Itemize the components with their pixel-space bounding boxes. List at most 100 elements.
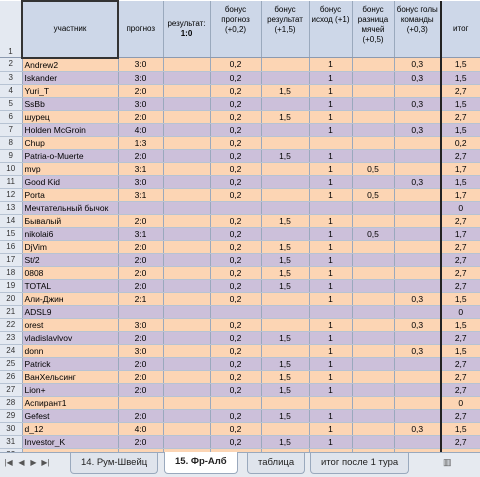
cell-bonus-diff[interactable] — [352, 266, 395, 280]
cell-bonus-prognoz[interactable] — [210, 201, 262, 215]
cell-name[interactable]: nikolai6 — [22, 227, 119, 241]
cell-total[interactable]: 2,7 — [440, 214, 480, 228]
cell-name[interactable]: ВанХельсинг — [22, 370, 119, 384]
cell-bonus-goals[interactable] — [394, 357, 442, 371]
cell-name[interactable]: ADSL9 — [22, 305, 119, 319]
header-bonus-result[interactable]: бонус результат (+1,5) — [261, 1, 310, 58]
cell-bonus-diff[interactable] — [352, 305, 395, 319]
cell-result[interactable] — [163, 344, 211, 358]
cell-name[interactable]: Lion+ — [22, 383, 119, 397]
cell-prognoz[interactable]: 3:0 — [118, 71, 164, 85]
cell-bonus-diff[interactable] — [352, 57, 395, 72]
cell-bonus-result[interactable] — [261, 71, 310, 85]
cell-bonus-goals[interactable] — [394, 396, 442, 410]
cell-bonus-result[interactable] — [261, 201, 310, 215]
row-number[interactable]: 21 — [0, 305, 23, 319]
cell-bonus-ishod[interactable]: 1 — [309, 227, 353, 241]
cell-bonus-result[interactable] — [261, 227, 310, 241]
cell-bonus-prognoz[interactable]: 0,2 — [210, 71, 262, 85]
cell-bonus-result[interactable]: 1,5 — [261, 240, 310, 254]
cell-name[interactable]: Investor_K — [22, 435, 119, 449]
cell-name[interactable]: orest — [22, 318, 119, 332]
cell-bonus-prognoz[interactable] — [210, 396, 262, 410]
cell-prognoz[interactable]: 2:0 — [118, 357, 164, 371]
cell-bonus-ishod[interactable]: 1 — [309, 370, 353, 384]
cell-bonus-ishod[interactable]: 1 — [309, 97, 353, 111]
cell-prognoz[interactable]: 2:0 — [118, 253, 164, 267]
cell-bonus-diff[interactable] — [352, 240, 395, 254]
cell-bonus-result[interactable] — [261, 396, 310, 410]
header-row[interactable]: 1 участник прогноз результат: 1:0 бонус … — [0, 0, 480, 59]
cell-prognoz[interactable]: 3:1 — [118, 188, 164, 202]
cell-bonus-diff[interactable] — [352, 357, 395, 371]
cell-result[interactable] — [163, 175, 211, 189]
cell-result[interactable] — [163, 227, 211, 241]
cell-name[interactable]: DjVim — [22, 240, 119, 254]
row-number[interactable]: 7 — [0, 123, 23, 137]
row-number[interactable]: 29 — [0, 409, 23, 423]
cell-bonus-prognoz[interactable]: 0,2 — [210, 123, 262, 137]
header-bonus-prognoz[interactable]: бонус прогноз (+0,2) — [210, 1, 262, 58]
cell-bonus-goals[interactable]: 0,3 — [394, 71, 442, 85]
cell-bonus-diff[interactable]: 0,5 — [352, 227, 395, 241]
cell-result[interactable] — [163, 201, 211, 215]
cell-prognoz[interactable]: 3:0 — [118, 97, 164, 111]
cell-bonus-ishod[interactable]: 1 — [309, 57, 353, 72]
table-row[interactable]: 12 Porta 3:1 0,2 1 0,5 1,7 — [0, 188, 480, 202]
row-number[interactable]: 16 — [0, 240, 23, 254]
cell-bonus-goals[interactable] — [394, 331, 442, 345]
cell-total[interactable]: 2,7 — [440, 240, 480, 254]
cell-total[interactable]: 2,7 — [440, 84, 480, 98]
cell-bonus-result[interactable]: 1,5 — [261, 253, 310, 267]
cell-bonus-diff[interactable] — [352, 110, 395, 124]
row-number[interactable]: 20 — [0, 292, 23, 306]
cell-bonus-goals[interactable]: 0,3 — [394, 175, 442, 189]
spreadsheet-grid[interactable]: 1 участник прогноз результат: 1:0 бонус … — [0, 0, 480, 452]
row-number[interactable]: 3 — [0, 71, 23, 85]
cell-result[interactable] — [163, 57, 211, 72]
cell-bonus-goals[interactable] — [394, 305, 442, 319]
cell-prognoz[interactable]: 2:0 — [118, 110, 164, 124]
cell-bonus-result[interactable] — [261, 175, 310, 189]
cell-bonus-prognoz[interactable]: 0,2 — [210, 383, 262, 397]
table-row[interactable]: 8 Chup 1:3 0,2 0,2 — [0, 136, 480, 150]
cell-name[interactable]: vladislavlvov — [22, 331, 119, 345]
cell-total[interactable]: 2,7 — [440, 331, 480, 345]
cell-total[interactable]: 1,5 — [440, 422, 480, 436]
last-sheet-icon[interactable]: ▶| — [41, 458, 50, 467]
cell-bonus-ishod[interactable] — [309, 305, 353, 319]
cell-result[interactable] — [163, 435, 211, 449]
cell-total[interactable]: 1,5 — [440, 97, 480, 111]
cell-bonus-diff[interactable] — [352, 175, 395, 189]
cell-bonus-result[interactable] — [261, 136, 310, 150]
cell-result[interactable] — [163, 136, 211, 150]
table-row[interactable]: 16 DjVim 2:0 0,2 1,5 1 2,7 — [0, 240, 480, 254]
table-row[interactable]: 7 Holden McGroin 4:0 0,2 1 0,3 1,5 — [0, 123, 480, 137]
table-row[interactable]: 3 Iskander 3:0 0,2 1 0,3 1,5 — [0, 71, 480, 85]
cell-bonus-diff[interactable] — [352, 396, 395, 410]
cell-total[interactable]: 1,5 — [440, 71, 480, 85]
cell-bonus-goals[interactable] — [394, 240, 442, 254]
tab-itog[interactable]: итог после 1 тура — [310, 453, 410, 474]
cell-prognoz[interactable]: 2:0 — [118, 279, 164, 293]
cell-bonus-ishod[interactable]: 1 — [309, 292, 353, 306]
cell-result[interactable] — [163, 448, 211, 452]
cell-total[interactable]: 0 — [440, 305, 480, 319]
cell-bonus-result[interactable] — [261, 57, 310, 72]
cell-bonus-diff[interactable] — [352, 71, 395, 85]
cell-bonus-ishod[interactable]: 1 — [309, 357, 353, 371]
row-number[interactable]: 18 — [0, 266, 23, 280]
table-row[interactable]: 21 ADSL9 0 — [0, 305, 480, 319]
cell-bonus-result[interactable]: 1,5 — [261, 383, 310, 397]
cell-prognoz[interactable]: 2:0 — [118, 214, 164, 228]
cell-bonus-goals[interactable]: 0,3 — [394, 57, 442, 72]
cell-bonus-goals[interactable] — [394, 201, 442, 215]
cell-bonus-result[interactable] — [261, 97, 310, 111]
cell-result[interactable] — [163, 409, 211, 423]
cell-bonus-goals[interactable] — [394, 214, 442, 228]
cell-bonus-diff[interactable] — [352, 201, 395, 215]
row-number[interactable]: 19 — [0, 279, 23, 293]
row-number[interactable]: 14 — [0, 214, 23, 228]
cell-bonus-goals[interactable] — [394, 149, 442, 163]
table-row[interactable]: 6 шурец 2:0 0,2 1,5 1 2,7 — [0, 110, 480, 124]
